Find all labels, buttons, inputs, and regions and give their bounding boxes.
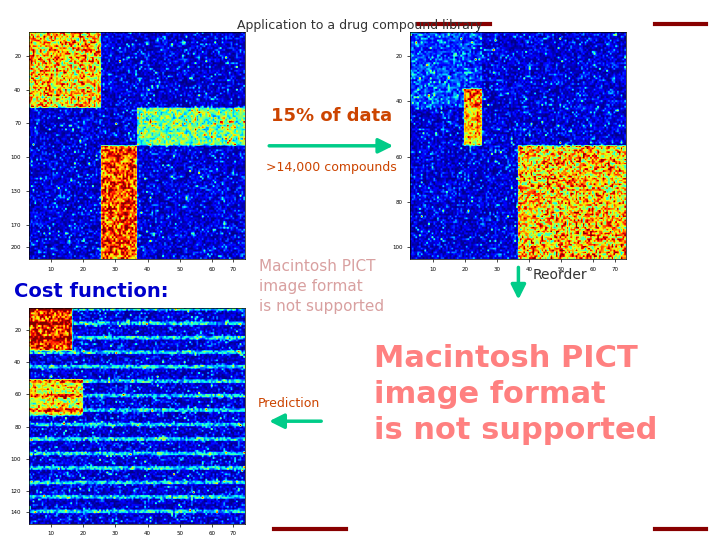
Text: Macintosh PICT
image format
is not supported: Macintosh PICT image format is not suppo…	[374, 344, 658, 444]
Text: >14,000 compounds: >14,000 compounds	[266, 161, 397, 174]
Text: Macintosh PICT
image format
is not supported: Macintosh PICT image format is not suppo…	[259, 259, 384, 314]
Text: Reorder: Reorder	[533, 268, 588, 282]
Text: 15% of data: 15% of data	[271, 107, 392, 125]
Text: Cost function:: Cost function:	[14, 282, 169, 301]
Text: Application to a drug compound library: Application to a drug compound library	[238, 19, 482, 32]
Text: Prediction: Prediction	[258, 397, 320, 410]
